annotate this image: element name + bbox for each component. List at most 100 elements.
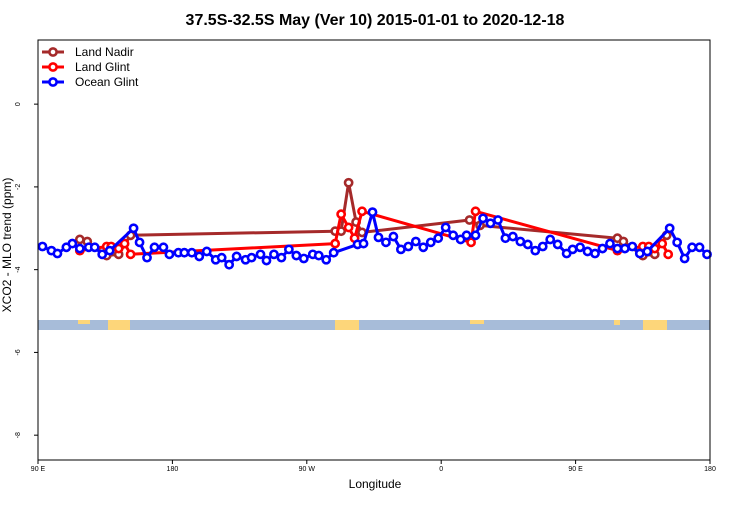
legend-marker <box>48 62 58 72</box>
legend-label: Land Glint <box>75 60 130 74</box>
data-point <box>634 248 645 259</box>
data-point <box>448 230 459 241</box>
data-point <box>291 250 302 261</box>
data-point <box>605 238 615 249</box>
data-point <box>702 249 712 260</box>
data-point <box>672 237 683 248</box>
data-point <box>179 247 190 258</box>
data-point <box>224 259 235 270</box>
data-point <box>201 246 212 257</box>
legend-label: Ocean Glint <box>75 75 139 89</box>
data-point <box>485 218 496 229</box>
data-point <box>464 215 475 225</box>
chart-title: 37.5S-32.5S May (Ver 10) 2015-01-01 to 2… <box>186 12 565 29</box>
axes: 90 E 180 90 W 0 90 E 180 0 -2 -4 -6 -8 <box>15 39 716 473</box>
data-point <box>343 177 354 188</box>
x-axis-label: Longitude <box>349 477 402 491</box>
data-point <box>500 233 511 244</box>
y-tick-label: -4 <box>15 266 22 272</box>
legend-label: Land Nadir <box>75 45 134 59</box>
y-tick-label: 0 <box>15 102 22 106</box>
x-tick-label: 180 <box>167 466 179 473</box>
data-point <box>186 247 197 258</box>
data-point <box>612 243 623 254</box>
map-land <box>108 320 130 330</box>
data-point <box>255 249 266 260</box>
data-point <box>403 241 414 252</box>
map-land <box>470 320 484 324</box>
data-point <box>440 222 451 233</box>
map-land <box>643 320 667 330</box>
data-point <box>321 254 332 265</box>
x-tick-label: 0 <box>439 466 443 473</box>
data-point <box>461 230 472 241</box>
data-point <box>466 237 476 248</box>
data-point <box>269 249 279 260</box>
data-point <box>113 243 124 254</box>
data-point <box>142 252 152 263</box>
data-point <box>194 251 205 262</box>
data-point <box>522 239 533 250</box>
data-point <box>694 242 705 253</box>
data-point <box>410 236 421 247</box>
data-point <box>395 244 406 255</box>
data-point <box>381 237 391 248</box>
data-point <box>283 244 294 255</box>
data-point <box>679 253 690 264</box>
data-point <box>313 250 324 261</box>
data-point <box>619 243 630 254</box>
data-point <box>582 246 593 257</box>
data-point <box>67 238 78 249</box>
x-tick-label: 90 W <box>299 466 316 473</box>
y-tick-label: -6 <box>15 349 22 355</box>
legend-marker <box>48 77 58 87</box>
data-point <box>119 238 130 249</box>
data-point <box>590 248 600 259</box>
map-land <box>335 320 359 330</box>
data-point <box>515 236 526 247</box>
data-point <box>125 249 136 260</box>
data-point <box>388 231 399 242</box>
data-point <box>493 215 503 225</box>
data-point <box>231 251 242 262</box>
data-point <box>545 234 556 245</box>
data-point <box>478 213 488 224</box>
plot-frame <box>37 39 711 461</box>
data-point <box>627 241 638 252</box>
map-ocean <box>38 320 710 330</box>
map-land <box>78 320 90 324</box>
data-point <box>552 239 563 250</box>
data-point <box>663 249 674 260</box>
data-point <box>261 255 272 266</box>
data-point <box>567 244 578 255</box>
data-point <box>330 238 341 249</box>
series-layer <box>37 177 712 270</box>
data-point <box>530 245 541 256</box>
data-point <box>367 207 378 218</box>
y-tick-label: -2 <box>15 184 22 190</box>
data-point <box>664 223 675 234</box>
x-tick-label: 180 <box>704 466 716 473</box>
data-point <box>597 243 608 254</box>
data-point <box>575 242 585 253</box>
data-point <box>336 209 347 220</box>
map-land <box>614 320 620 325</box>
data-point <box>149 242 160 253</box>
legend-marker <box>48 47 58 57</box>
data-point <box>134 237 145 248</box>
data-point <box>642 246 653 257</box>
data-point <box>357 206 367 217</box>
data-point <box>425 237 436 248</box>
data-point <box>128 223 139 234</box>
data-point <box>89 242 100 253</box>
y-tick-label: -8 <box>15 432 22 438</box>
data-point <box>507 231 518 242</box>
data-point <box>433 233 444 244</box>
data-point <box>328 247 339 258</box>
data-point <box>246 252 257 263</box>
data-point <box>216 252 227 263</box>
data-point <box>37 241 48 252</box>
data-point <box>470 206 481 217</box>
